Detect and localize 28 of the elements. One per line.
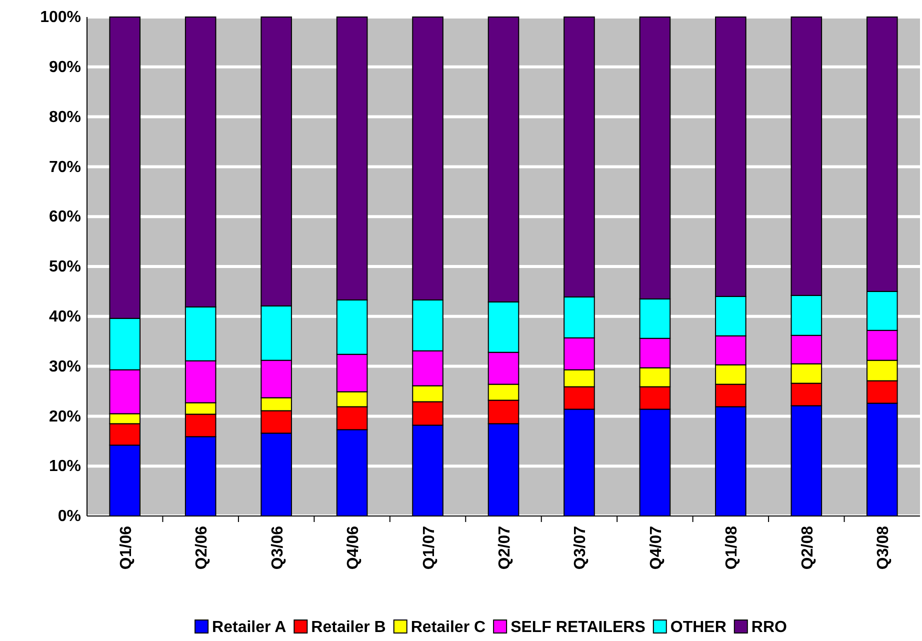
x-tick-label: Q3/07: [572, 526, 590, 570]
y-tick-label: 30%: [48, 358, 81, 376]
y-tick-label: 20%: [48, 408, 81, 426]
legend-label: Retailer C: [410, 619, 486, 636]
y-tick-label: 90%: [48, 59, 81, 76]
x-tick-label: Q3/08: [875, 526, 892, 570]
y-tick-label: 100%: [40, 9, 81, 26]
y-tick-label: 70%: [48, 158, 81, 176]
y-tick-label: 50%: [48, 258, 81, 276]
x-tick-label: Q4/07: [648, 526, 665, 570]
x-tick-label: Q4/06: [345, 526, 362, 570]
y-tick-label: 60%: [48, 208, 81, 226]
x-tick-label: Q1/07: [420, 526, 438, 570]
legend-label: SELF RETAILERS: [510, 619, 646, 636]
legend-label: RRO: [751, 619, 787, 636]
y-tick-label: 10%: [48, 458, 81, 476]
legend-label: OTHER: [670, 619, 727, 636]
x-tick-label: Q2/06: [194, 526, 211, 570]
x-tick-label: Q1/06: [118, 526, 135, 570]
x-tick-label: Q3/06: [269, 526, 286, 570]
x-tick-label: Q1/08: [724, 526, 741, 570]
y-tick-label: 0%: [58, 508, 81, 526]
x-tick-label: Q2/07: [496, 526, 514, 570]
y-tick-label: 80%: [48, 108, 81, 126]
x-tick-label: Q2/08: [799, 526, 816, 570]
y-tick-label: 40%: [48, 308, 81, 326]
legend-label: Retailer B: [311, 619, 386, 636]
legend-label: Retailer A: [212, 619, 287, 636]
